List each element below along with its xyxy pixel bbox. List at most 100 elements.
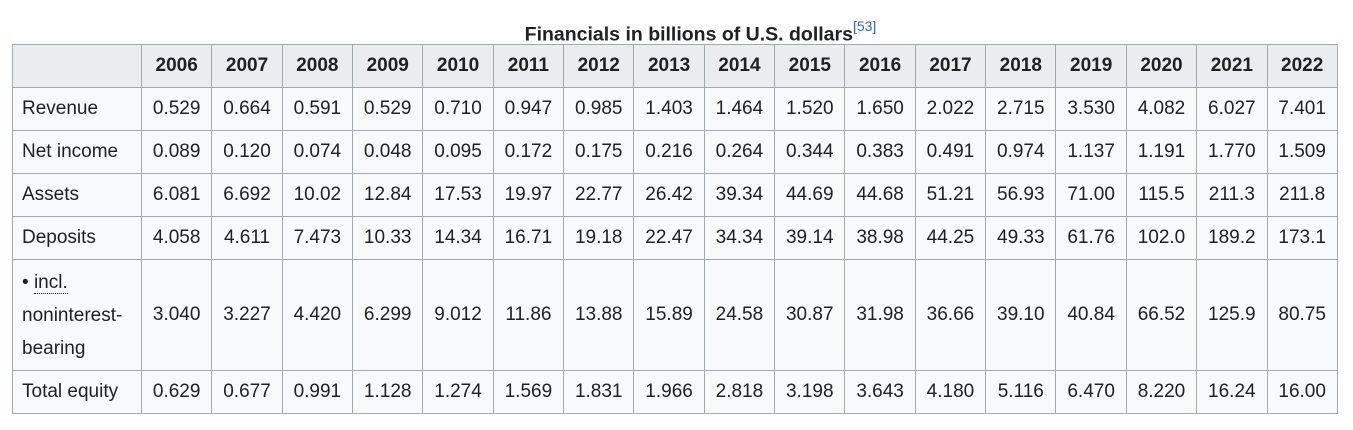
year-header: 2020 — [1125, 44, 1198, 88]
table-row: Total equity 0.629 0.677 0.991 1.128 1.274 1.5… — [12, 370, 1338, 414]
value-cell: 16.00 — [1266, 370, 1338, 414]
row-label: Net income — [12, 130, 142, 174]
value-cell: 16.71 — [492, 216, 565, 260]
value-cell: 0.974 — [985, 130, 1057, 174]
value-cell: 1.137 — [1055, 130, 1127, 174]
value-cell: 0.529 — [140, 87, 213, 131]
value-cell: 0.591 — [281, 87, 354, 131]
abbreviation-incl[interactable]: incl. — [33, 271, 68, 294]
value-cell: 0.216 — [633, 130, 705, 174]
value-cell: 1.650 — [844, 87, 916, 131]
value-cell: 3.198 — [774, 370, 846, 414]
value-cell: 8.220 — [1125, 370, 1198, 414]
value-cell: 38.98 — [844, 216, 916, 260]
row-label: Assets — [12, 173, 142, 217]
value-cell: 24.58 — [703, 259, 776, 371]
value-cell: 1.569 — [492, 370, 565, 414]
value-cell: 173.1 — [1266, 216, 1338, 260]
value-cell: 1.770 — [1196, 130, 1268, 174]
value-cell: 1.403 — [633, 87, 705, 131]
value-cell: 0.664 — [211, 87, 283, 131]
year-header: 2016 — [844, 44, 916, 88]
value-cell: 0.175 — [563, 130, 635, 174]
value-cell: 2.022 — [914, 87, 987, 131]
row-label: Deposits — [12, 216, 142, 260]
value-cell: 0.985 — [563, 87, 635, 131]
year-header: 2006 — [140, 44, 213, 88]
table-row: • incl. noninterest-bearing 3.040 3.227 4.42… — [12, 259, 1338, 371]
value-cell: 0.344 — [774, 130, 846, 174]
value-cell: 211.8 — [1266, 173, 1338, 217]
value-cell: 36.66 — [914, 259, 987, 371]
value-cell: 11.86 — [492, 259, 565, 371]
value-cell: 4.611 — [211, 216, 283, 260]
value-cell: 0.710 — [422, 87, 494, 131]
value-cell: 61.76 — [1055, 216, 1127, 260]
value-cell: 9.012 — [422, 259, 494, 371]
value-cell: 4.420 — [281, 259, 354, 371]
value-cell: 1.966 — [633, 370, 705, 414]
value-cell: 10.02 — [281, 173, 354, 217]
value-cell: 4.082 — [1125, 87, 1198, 131]
value-cell: 0.629 — [140, 370, 213, 414]
value-cell: 10.33 — [352, 216, 424, 260]
value-cell: 30.87 — [774, 259, 846, 371]
value-cell: 1.274 — [422, 370, 494, 414]
row-label: Revenue — [12, 87, 142, 131]
value-cell: 39.10 — [985, 259, 1057, 371]
value-cell: 102.0 — [1125, 216, 1198, 260]
value-cell: 80.75 — [1266, 259, 1338, 371]
year-header: 2017 — [914, 44, 987, 88]
value-cell: 4.180 — [914, 370, 987, 414]
value-cell: 15.89 — [633, 259, 705, 371]
value-cell: 4.058 — [140, 216, 213, 260]
reference-link[interactable]: [53] — [852, 18, 877, 34]
year-header: 2007 — [211, 44, 283, 88]
value-cell: 7.401 — [1266, 87, 1338, 131]
financials-table: 2006 2007 2008 2009 2010 2011 2012 2013 … — [12, 44, 1338, 414]
value-cell: 0.383 — [844, 130, 916, 174]
year-header: 2021 — [1196, 44, 1268, 88]
row-label: Total equity — [12, 370, 142, 414]
value-cell: 44.69 — [774, 173, 846, 217]
value-cell: 7.473 — [281, 216, 354, 260]
table-caption: Financials in billions of U.S. dollars[5… — [64, 8, 1337, 46]
value-cell: 49.33 — [985, 216, 1057, 260]
row-label: • incl. noninterest-bearing — [12, 259, 142, 371]
header-row: 2006 2007 2008 2009 2010 2011 2012 2013 … — [12, 44, 1338, 88]
value-cell: 189.2 — [1196, 216, 1268, 260]
value-cell: 34.34 — [703, 216, 776, 260]
year-header: 2008 — [281, 44, 354, 88]
value-cell: 6.692 — [211, 173, 283, 217]
year-header: 2013 — [633, 44, 705, 88]
table-row: Deposits 4.058 4.611 7.473 10.33 14.34 16.71 19… — [12, 216, 1338, 260]
value-cell: 125.9 — [1196, 259, 1268, 371]
value-cell: 1.831 — [563, 370, 635, 414]
value-cell: 2.715 — [985, 87, 1057, 131]
financials-table-container: Financials in billions of U.S. dollars[5… — [12, 8, 1338, 414]
caption-text: Financials in billions of U.S. dollars — [524, 23, 853, 46]
value-cell: 6.470 — [1055, 370, 1127, 414]
value-cell: 6.299 — [352, 259, 424, 371]
row-label-text: noninterest-bearing — [22, 304, 123, 359]
value-cell: 3.530 — [1055, 87, 1127, 131]
value-cell: 31.98 — [844, 259, 916, 371]
value-cell: 66.52 — [1125, 259, 1198, 371]
bullet: • — [22, 271, 34, 293]
value-cell: 71.00 — [1055, 173, 1127, 217]
year-header: 2014 — [703, 44, 776, 88]
value-cell: 211.3 — [1196, 173, 1268, 217]
year-header: 2009 — [352, 44, 424, 88]
value-cell: 12.84 — [352, 173, 424, 217]
value-cell: 14.34 — [422, 216, 494, 260]
year-header: 2010 — [422, 44, 494, 88]
value-cell: 0.048 — [352, 130, 424, 174]
value-cell: 0.991 — [281, 370, 354, 414]
year-header: 2018 — [985, 44, 1057, 88]
value-cell: 6.081 — [140, 173, 213, 217]
value-cell: 0.089 — [140, 130, 213, 174]
year-header: 2011 — [492, 44, 565, 88]
value-cell: 0.095 — [422, 130, 494, 174]
value-cell: 1.464 — [703, 87, 776, 131]
value-cell: 40.84 — [1055, 259, 1127, 371]
